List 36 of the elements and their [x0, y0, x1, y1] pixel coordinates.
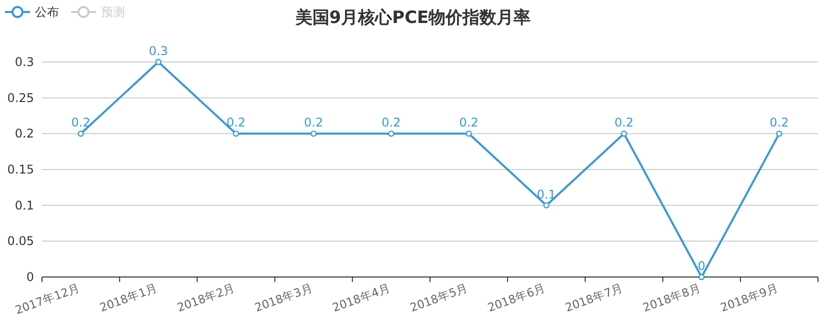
y-tick-label: 0.25 [7, 90, 34, 105]
point [232, 130, 240, 137]
x-tick-label: 2018年3月 [252, 280, 315, 315]
x-tick-label: 2018年4月 [330, 280, 392, 315]
data-label: 0.2 [304, 116, 324, 130]
point [155, 58, 162, 66]
x-tick-label: 2018年9月 [718, 280, 780, 315]
data-label: 0.2 [614, 116, 634, 130]
point [310, 130, 317, 137]
x-tick-label: 2018年2月 [175, 280, 238, 315]
point [78, 130, 84, 137]
point [466, 130, 472, 137]
point [388, 130, 394, 137]
point [620, 130, 628, 137]
x-tick-label: 2018年6月 [486, 280, 548, 315]
point [776, 130, 782, 137]
chart-title: 美国9月核心PCE物价指数月率 [294, 8, 531, 28]
data-label: 0.3 [148, 44, 168, 58]
y-tick-label: 0.1 [14, 198, 34, 212]
x-tick-label: 2018年5月 [408, 280, 470, 315]
data-label: 0 [698, 259, 706, 273]
data-label: 0.2 [382, 116, 401, 130]
x-tick-label: 2018年7月 [563, 280, 626, 315]
point [698, 274, 705, 280]
data-label: 0.2 [71, 116, 90, 130]
y-tick-label: 0.2 [14, 126, 34, 141]
y-tick-label: 0.3 [14, 55, 34, 69]
data-label: 0.2 [770, 116, 789, 130]
y-tick-label: 0.15 [7, 162, 34, 176]
data-label: 0.2 [226, 116, 246, 130]
y-tick-label: 0.05 [7, 234, 34, 248]
data-label: 0.2 [459, 116, 478, 130]
x-tick-label: 2018年1月 [98, 280, 160, 315]
x-tick-label: 2018年8月 [640, 280, 703, 315]
point [543, 202, 550, 208]
legend-label: 公布 [35, 5, 59, 19]
